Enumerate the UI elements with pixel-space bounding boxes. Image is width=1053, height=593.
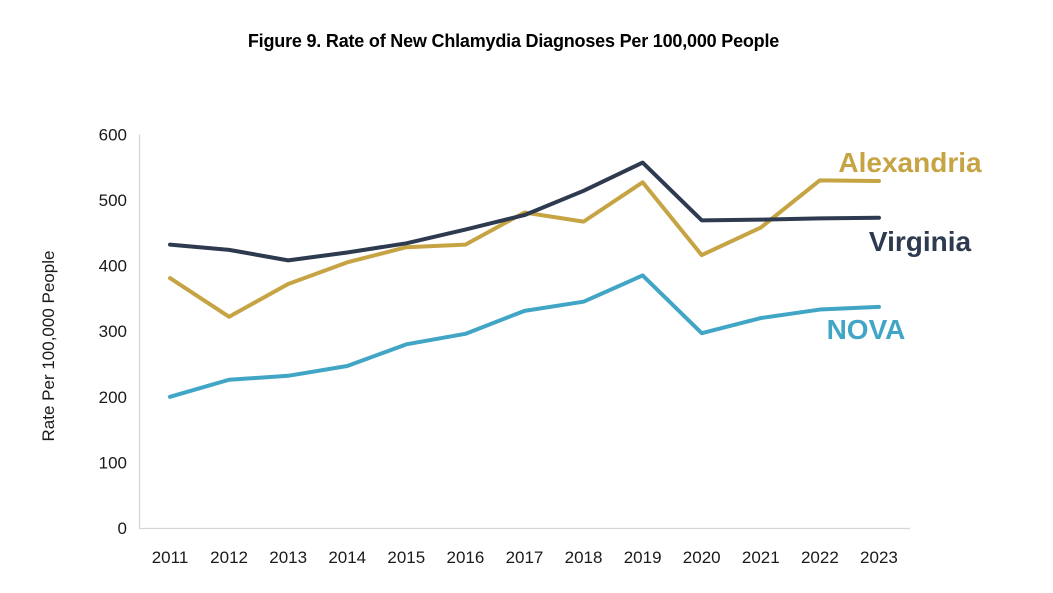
y-tick-label: 300 xyxy=(99,322,127,341)
series-line-nova xyxy=(168,273,881,399)
y-tick-label: 400 xyxy=(99,257,127,276)
x-tick-label: 2020 xyxy=(683,548,721,567)
series-line-virginia xyxy=(168,160,881,263)
x-tick-label: 2013 xyxy=(269,548,307,567)
y-tick-label: 100 xyxy=(99,453,127,472)
x-tick-label: 2017 xyxy=(506,548,544,567)
x-tick-label: 2012 xyxy=(210,548,248,567)
series-label-nova: NOVA xyxy=(827,314,906,345)
y-tick-label: 200 xyxy=(99,388,127,407)
series-line-alexandria xyxy=(168,178,881,319)
y-tick-label: 500 xyxy=(99,191,127,210)
x-tick-label: 2015 xyxy=(387,548,425,567)
y-tick-label: 0 xyxy=(118,519,127,538)
x-tick-label: 2011 xyxy=(152,548,189,567)
x-tick-label: 2018 xyxy=(565,548,603,567)
x-tick-label: 2022 xyxy=(801,548,839,567)
series-label-virginia: Virginia xyxy=(869,226,972,257)
chart-title: Figure 9. Rate of New Chlamydia Diagnose… xyxy=(247,31,780,51)
y-tick-label: 600 xyxy=(99,125,127,144)
series-label-alexandria: Alexandria xyxy=(838,147,982,178)
x-tick-label: 2021 xyxy=(742,548,780,567)
x-tick-label: 2014 xyxy=(328,548,366,567)
x-tick-label: 2023 xyxy=(860,548,898,567)
x-tick-label: 2019 xyxy=(624,548,662,567)
x-tick-label: 2016 xyxy=(446,548,484,567)
